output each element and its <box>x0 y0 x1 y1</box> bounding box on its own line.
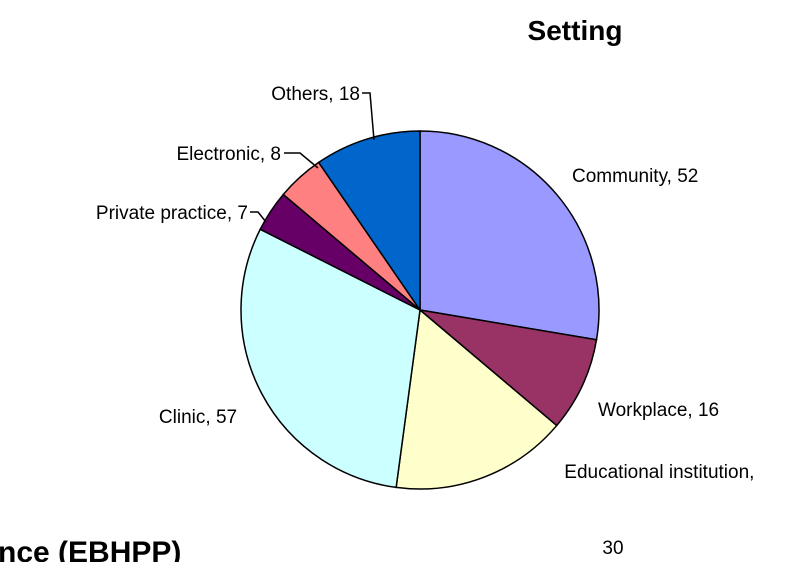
separator: , <box>227 203 238 224</box>
slice-label: Workplace, 16 <box>598 400 719 421</box>
slice-value: 57 <box>216 407 237 428</box>
pie-slice <box>240 228 421 489</box>
slice-label: Private practice, 7 <box>96 203 248 224</box>
slice-value: 52 <box>677 166 698 187</box>
slice-category: Electronic <box>176 144 259 165</box>
slice-category: Private practice <box>96 203 227 224</box>
pie-slice <box>419 130 600 341</box>
chart-title: Setting <box>528 15 623 46</box>
pie-slice <box>395 308 558 490</box>
slice-value: 8 <box>270 144 281 165</box>
slice-category: Workplace <box>598 400 687 421</box>
slice-value: 30 <box>602 538 623 559</box>
leader-line <box>362 92 375 141</box>
slice-label: Others, 18 <box>271 84 360 105</box>
slice-value: 16 <box>698 400 719 421</box>
pie-slice <box>417 308 598 427</box>
slice-category: Others <box>271 84 328 105</box>
cut-off-text: nce (EBHPP) <box>0 536 181 562</box>
slice-label: Educational institution, 30 <box>564 462 759 559</box>
slice-value: 7 <box>237 203 248 224</box>
slice-category: Clinic <box>159 407 205 428</box>
separator: , <box>749 462 760 483</box>
pie-slice <box>317 130 421 313</box>
slice-label: Community, 52 <box>572 166 698 187</box>
separator: , <box>205 407 216 428</box>
slice-category: Educational institution <box>564 462 749 483</box>
separator: , <box>260 144 271 165</box>
slice-label: Electronic, 8 <box>176 144 281 165</box>
slice-category: Community <box>572 166 669 187</box>
leader-line <box>250 211 267 223</box>
separator: , <box>328 84 339 105</box>
separator: , <box>667 166 678 187</box>
slice-value: 18 <box>339 84 360 105</box>
separator: , <box>687 400 698 421</box>
slice-label: Clinic, 57 <box>159 407 237 428</box>
leader-line <box>284 152 319 169</box>
